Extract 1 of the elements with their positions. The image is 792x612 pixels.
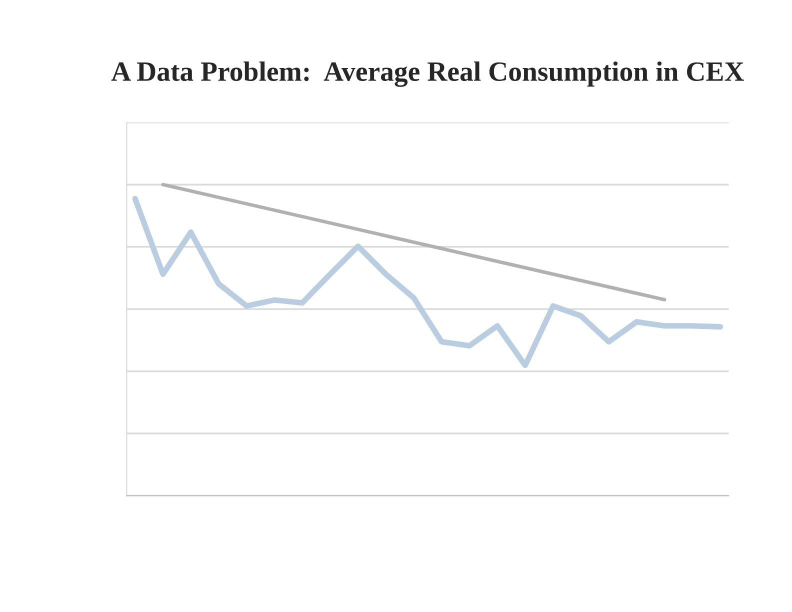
chart-title: A Data Problem: Average Real Consumption in CEX	[111, 61, 744, 87]
